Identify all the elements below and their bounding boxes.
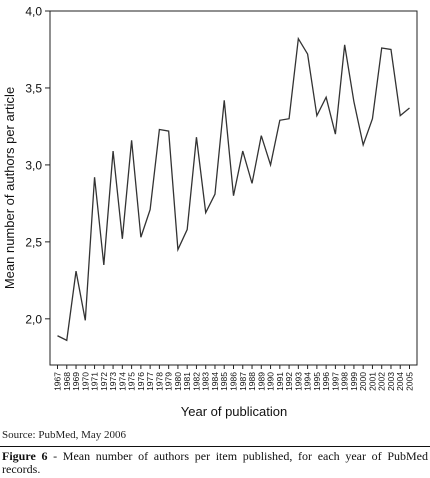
- y-tick-label: 4,0: [25, 5, 42, 19]
- caption-divider: [0, 446, 430, 447]
- x-tick-label: 1993: [293, 372, 303, 391]
- x-tick-label: 1977: [145, 372, 155, 391]
- x-tick-label: 1982: [191, 372, 201, 391]
- x-tick-label: 1978: [154, 372, 164, 391]
- figure-caption: Figure 6 - Mean number of authors per it…: [2, 450, 428, 476]
- x-tick-label: 1997: [330, 372, 340, 391]
- x-tick-label: 1991: [275, 372, 285, 391]
- x-tick-label: 2002: [377, 372, 387, 391]
- x-tick-label: 1992: [284, 372, 294, 391]
- x-tick-label: 1986: [229, 372, 239, 391]
- y-tick-label: 3,0: [25, 158, 42, 172]
- y-axis-title: Mean number of authors per article: [2, 87, 17, 289]
- line-chart: 2,0 2,5 3,0 3,5 4,0 1967 1968 1969 1970 1971 1972…: [2, 5, 418, 419]
- y-axis-ticks: 2,0 2,5 3,0 3,5 4,0: [25, 5, 50, 326]
- plot-frame: [49, 10, 418, 366]
- x-tick-label: 1994: [303, 372, 313, 391]
- x-tick-label: 1981: [182, 372, 192, 391]
- x-tick-label: 1988: [247, 372, 257, 391]
- y-tick-label: 2,5: [25, 235, 42, 249]
- x-tick-label: 1972: [99, 372, 109, 391]
- x-tick-label: 1984: [210, 372, 220, 391]
- y-tick-label: 2,0: [25, 312, 42, 326]
- x-tick-label: 1973: [108, 372, 118, 391]
- caption-text: - Mean number of authors per item publis…: [2, 449, 428, 476]
- x-axis-ticks: 1967 1968 1969 1970 1971 1972 1973 1974 1975 1976…: [53, 365, 415, 391]
- x-tick-label: 1989: [256, 372, 266, 391]
- x-tick-label: 1970: [80, 372, 90, 391]
- x-tick-label: 2000: [358, 372, 368, 391]
- x-tick-label: 1990: [266, 372, 276, 391]
- x-tick-label: 1980: [173, 372, 183, 391]
- x-tick-label: 1967: [53, 372, 63, 391]
- x-tick-label: 1971: [90, 372, 100, 391]
- x-tick-label: 1998: [340, 372, 350, 391]
- x-tick-label: 2001: [367, 372, 377, 391]
- x-tick-label: 1968: [62, 372, 72, 391]
- x-tick-label: 1999: [349, 372, 359, 391]
- x-tick-label: 1985: [219, 372, 229, 391]
- x-tick-label: 1976: [136, 372, 146, 391]
- x-tick-label: 1975: [127, 372, 137, 391]
- x-tick-label: 2004: [395, 372, 405, 391]
- x-tick-label: 1995: [312, 372, 322, 391]
- x-tick-label: 1983: [201, 372, 211, 391]
- x-tick-label: 1996: [321, 372, 331, 391]
- source-note: Source: PubMed, May 2006: [2, 429, 127, 441]
- chart-area: 2,0 2,5 3,0 3,5 4,0 1967 1968 1969 1970 1971 1972…: [2, 5, 418, 419]
- x-tick-label: 2003: [386, 372, 396, 391]
- x-tick-label: 1987: [238, 372, 248, 391]
- series-line: [57, 36, 410, 342]
- y-tick-label: 3,5: [25, 81, 42, 95]
- x-tick-label: 1969: [71, 372, 81, 391]
- x-tick-label: 1974: [117, 372, 127, 391]
- caption-label: Figure 6: [2, 449, 48, 463]
- x-tick-label: 2005: [405, 372, 415, 391]
- x-tick-label: 1979: [164, 372, 174, 391]
- x-axis-title: Year of publication: [181, 404, 288, 419]
